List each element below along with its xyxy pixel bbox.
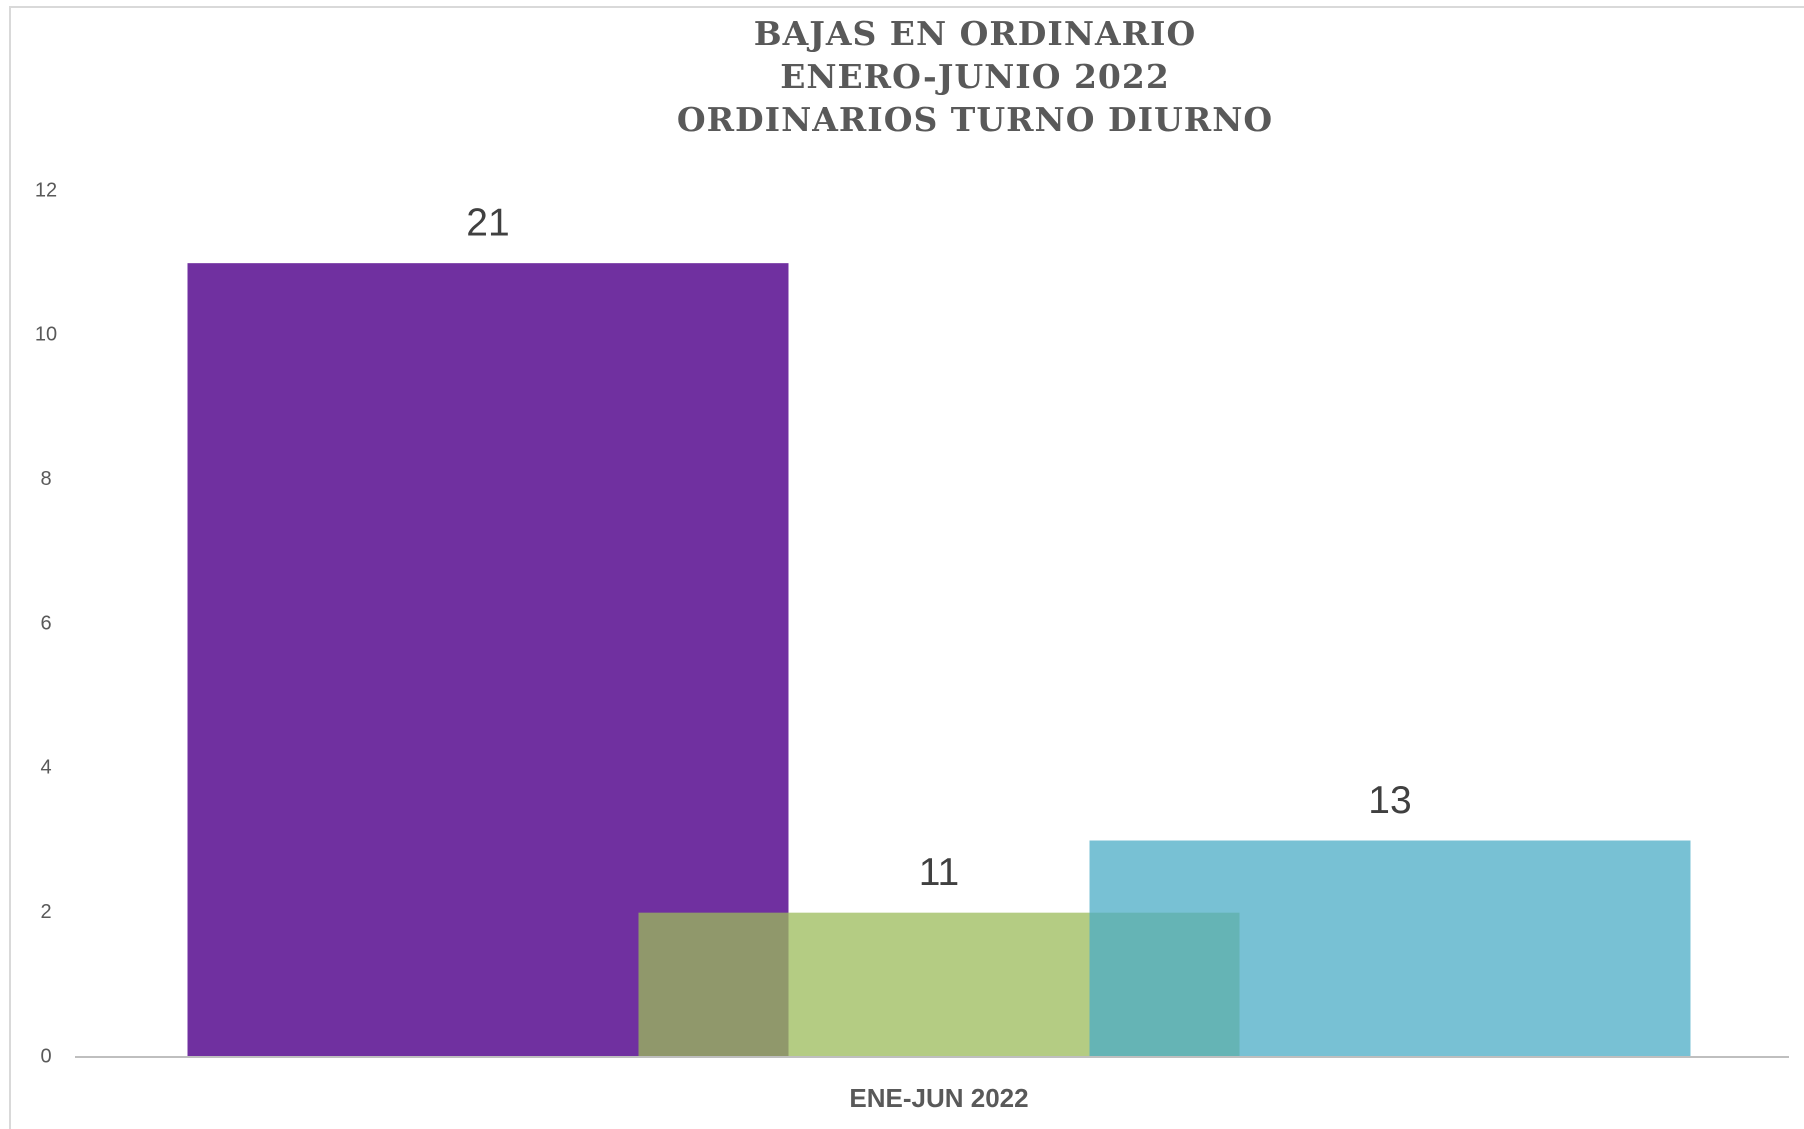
y-tick-label: 2 [40,901,51,923]
y-tick-label: 12 [35,179,57,201]
data-label: 21 [466,201,509,244]
chart-title: ENERO-JUNIO 2022 [780,57,1170,96]
data-label: 13 [1368,779,1411,822]
y-tick-label: 0 [40,1045,51,1067]
chart-frame [9,6,1804,1129]
chart-title: BAJAS EN ORDINARIO [754,14,1196,53]
data-label: 11 [919,851,960,894]
y-tick-label: 10 [35,324,57,346]
chart-title: ORDINARIOS TURNO DIURNO [677,100,1273,139]
bar [1089,840,1691,1057]
y-tick-label: 6 [40,612,51,634]
y-tick-label: 8 [40,468,51,490]
y-tick-label: 4 [40,757,51,779]
x-tick-label: ENE-JUN 2022 [849,1083,1028,1113]
